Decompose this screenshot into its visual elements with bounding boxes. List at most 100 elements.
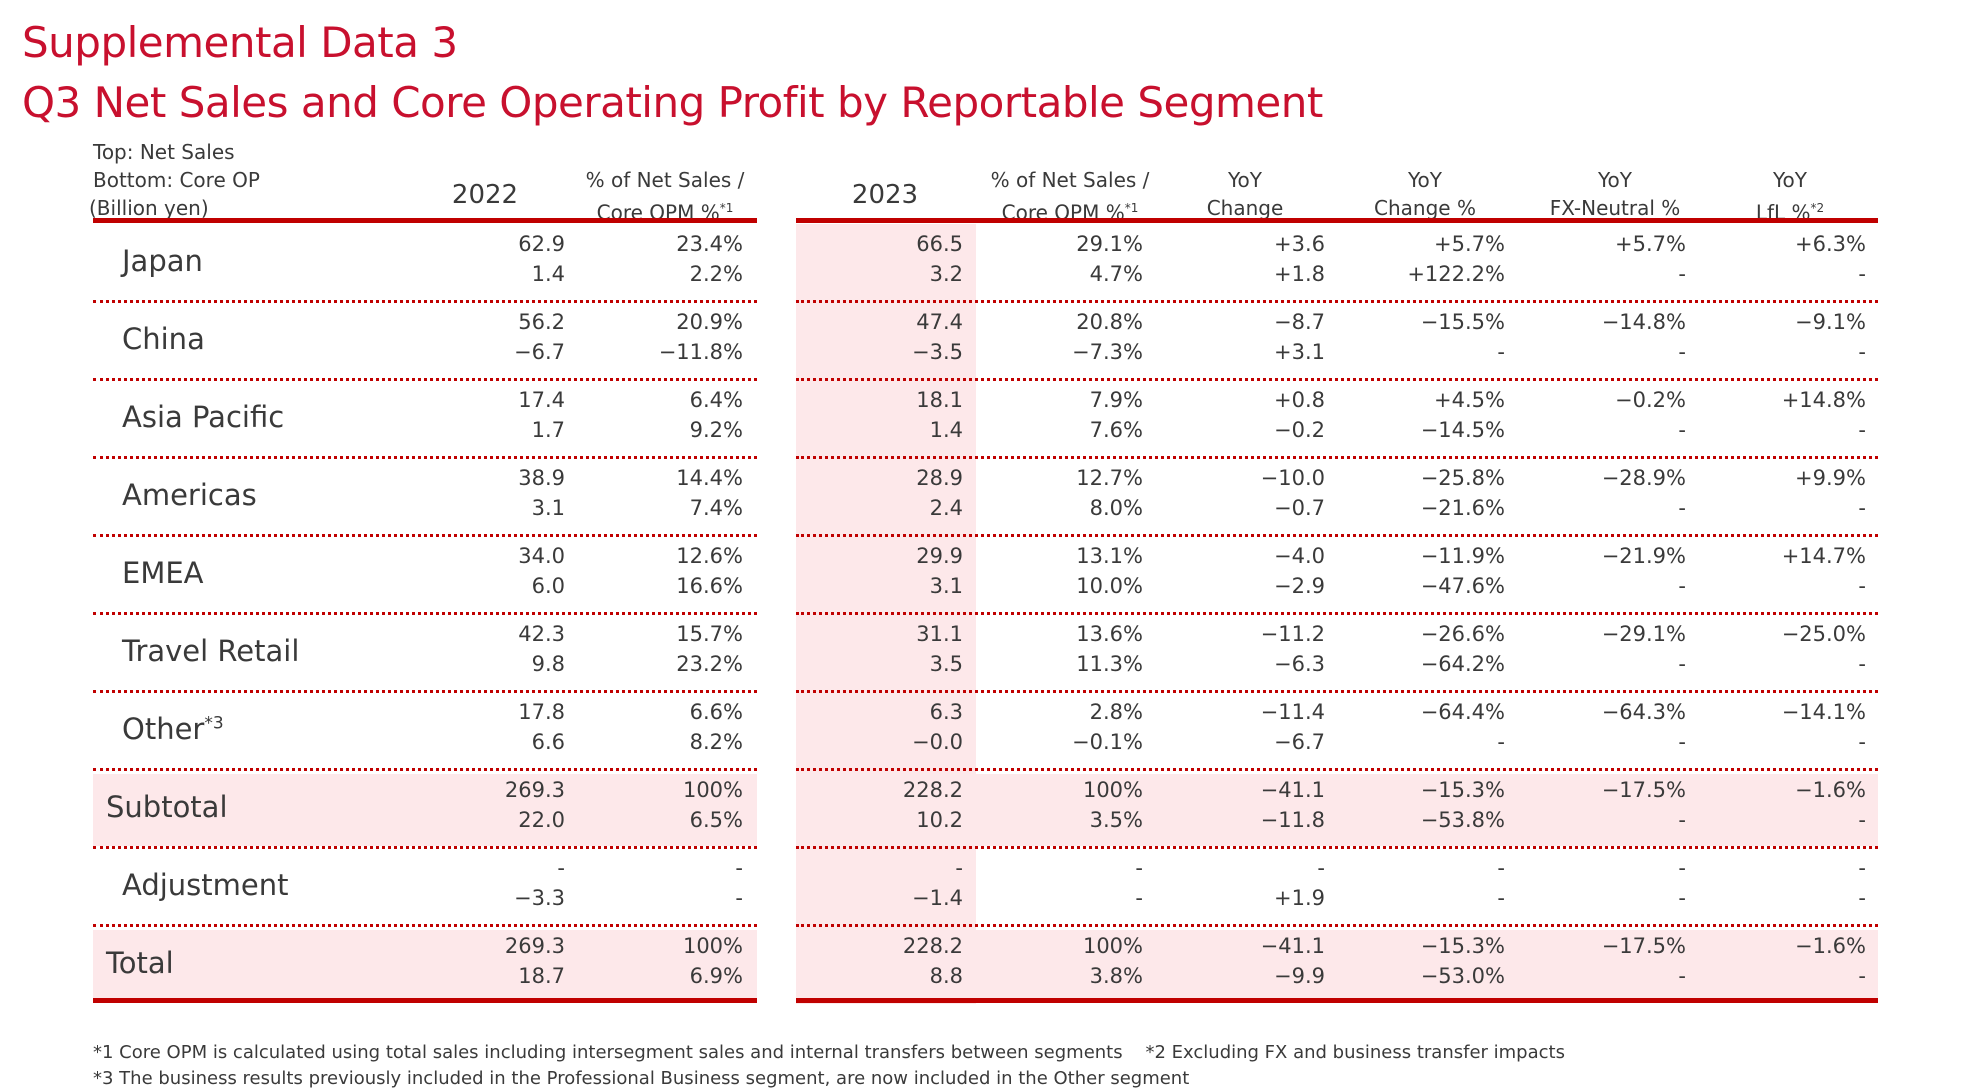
segment-name: Other*3 — [122, 712, 224, 746]
yoy-change-pct-core-op: −53.0% — [1420, 964, 1505, 988]
yoy-change-pct-core-op: −64.2% — [1420, 652, 1505, 676]
ns-2023-net-sales: 66.5 — [916, 232, 963, 256]
yoy-fx-neutral-core-op: - — [1678, 574, 1686, 598]
pct-2023-net-sales: - — [1135, 856, 1143, 880]
ns-2023-core-op: 10.2 — [916, 808, 963, 832]
yoy-change-pct-net-sales: −26.6% — [1420, 622, 1505, 646]
yoy-fx-neutral-core-op: - — [1678, 808, 1686, 832]
ns-2023-core-op: −0.0 — [912, 730, 963, 754]
yoy-fx-neutral-core-op: - — [1678, 496, 1686, 520]
pct-2022-core-op: 6.5% — [689, 808, 743, 832]
row-divider — [796, 534, 1878, 537]
pct-2023-core-op: 7.6% — [1089, 418, 1143, 442]
yoy-change-pct-core-op: +122.2% — [1407, 262, 1505, 286]
yoy-change-pct-net-sales: +4.5% — [1434, 388, 1505, 412]
yoy-fx-neutral-net-sales: −0.2% — [1615, 388, 1686, 412]
segment-name: Japan — [122, 244, 203, 278]
subtotal-row-highlight — [93, 774, 757, 846]
page-title: Supplemental Data 3 — [22, 18, 458, 67]
footnote-3: *3 The business results previously inclu… — [93, 1068, 1190, 1089]
row-divider — [93, 456, 757, 459]
row-divider — [93, 378, 757, 381]
yoy-change-pct-net-sales: +5.7% — [1434, 232, 1505, 256]
row-divider — [796, 690, 1878, 693]
segment-name: Asia Pacific — [122, 400, 285, 434]
pct-2022-net-sales: 6.4% — [689, 388, 743, 412]
pct-2023-core-op: 3.8% — [1089, 964, 1143, 988]
pct-2023-core-op: 4.7% — [1089, 262, 1143, 286]
pct-2023-net-sales: 2.8% — [1089, 700, 1143, 724]
ns-2023-net-sales: 6.3 — [929, 700, 963, 724]
yoy-change-core-op: +3.1 — [1274, 340, 1325, 364]
row-divider — [796, 456, 1878, 459]
yoy-change-net-sales: +3.6 — [1274, 232, 1325, 256]
yoy-fx-neutral-core-op: - — [1678, 340, 1686, 364]
yoy-fx-neutral-core-op: - — [1678, 652, 1686, 676]
ns-2022-net-sales: 56.2 — [518, 310, 565, 334]
yoy-change-pct-core-op: - — [1497, 340, 1505, 364]
ns-2022-net-sales: 38.9 — [518, 466, 565, 490]
ns-2023-core-op: 8.8 — [929, 964, 963, 988]
ns-2022-net-sales: 17.4 — [518, 388, 565, 412]
yoy-change-net-sales: −11.4 — [1260, 700, 1325, 724]
row-divider — [93, 924, 757, 927]
yoy-change-core-op: −2.9 — [1274, 574, 1325, 598]
pct-2022-net-sales: 15.7% — [676, 622, 743, 646]
pct-2022-net-sales: 100% — [682, 934, 743, 958]
yoy-lfl-net-sales: +9.9% — [1795, 466, 1866, 490]
yoy-fx-neutral-net-sales: −29.1% — [1601, 622, 1686, 646]
pct-2023-net-sales: 13.1% — [1076, 544, 1143, 568]
ns-2023-net-sales: 228.2 — [902, 934, 963, 958]
yoy-lfl-net-sales: +14.8% — [1781, 388, 1866, 412]
yoy-fx-neutral-net-sales: −28.9% — [1601, 466, 1686, 490]
page-subtitle: Q3 Net Sales and Core Operating Profit b… — [22, 78, 1323, 127]
ns-2022-net-sales: - — [557, 856, 565, 880]
yoy-fx-neutral-net-sales: +5.7% — [1615, 232, 1686, 256]
yoy-change-pct-net-sales: −15.3% — [1420, 934, 1505, 958]
yoy-fx-neutral-net-sales: −17.5% — [1601, 778, 1686, 802]
ns-2022-core-op: 9.8 — [531, 652, 565, 676]
pct-2022-core-op: 16.6% — [676, 574, 743, 598]
pct-2022-net-sales: 100% — [682, 778, 743, 802]
yoy-change-net-sales: −4.0 — [1274, 544, 1325, 568]
ns-2023-core-op: 3.5 — [929, 652, 963, 676]
pct-2022-net-sales: 23.4% — [676, 232, 743, 256]
ns-2022-core-op: 3.1 — [531, 496, 565, 520]
yoy-change-core-op: −11.8 — [1260, 808, 1325, 832]
pct-2022-net-sales: 12.6% — [676, 544, 743, 568]
row-divider — [796, 768, 1878, 771]
ns-2023-core-op: 2.4 — [929, 496, 963, 520]
table-legend: Top: Net Sales Bottom: Core OP (Billion … — [89, 138, 260, 222]
pct-2022-core-op: 2.2% — [689, 262, 743, 286]
yoy-change-core-op: −0.7 — [1274, 496, 1325, 520]
yoy-change-core-op: −9.9 — [1274, 964, 1325, 988]
footnote-1: *1 Core OPM is calculated using total sa… — [93, 1042, 1565, 1063]
ns-2022-net-sales: 17.8 — [518, 700, 565, 724]
yoy-change-core-op: +1.9 — [1274, 886, 1325, 910]
yoy-fx-neutral-net-sales: −14.8% — [1601, 310, 1686, 334]
yoy-change-pct-net-sales: - — [1497, 856, 1505, 880]
ns-2022-net-sales: 62.9 — [518, 232, 565, 256]
pct-2022-core-op: - — [735, 886, 743, 910]
pct-2023-net-sales: 100% — [1082, 778, 1143, 802]
pct-2023-core-op: 8.0% — [1089, 496, 1143, 520]
row-divider — [93, 612, 757, 615]
pct-2022-core-op: 9.2% — [689, 418, 743, 442]
legend-bottom: Bottom: Core OP — [93, 168, 260, 192]
yoy-fx-neutral-net-sales: −64.3% — [1601, 700, 1686, 724]
yoy-change-net-sales: - — [1317, 856, 1325, 880]
ns-2023-net-sales: 28.9 — [916, 466, 963, 490]
ns-2022-core-op: 1.7 — [531, 418, 565, 442]
ns-2022-core-op: 6.6 — [531, 730, 565, 754]
pct-2022-core-op: 7.4% — [689, 496, 743, 520]
ns-2022-core-op: −3.3 — [514, 886, 565, 910]
ns-2022-net-sales: 269.3 — [504, 778, 565, 802]
yoy-lfl-core-op: - — [1858, 418, 1866, 442]
segment-name: China — [122, 322, 205, 356]
yoy-change-pct-net-sales: −64.4% — [1420, 700, 1505, 724]
yoy-change-pct-core-op: −53.8% — [1420, 808, 1505, 832]
yoy-fx-neutral-net-sales: −21.9% — [1601, 544, 1686, 568]
yoy-change-pct-core-op: - — [1497, 886, 1505, 910]
yoy-lfl-core-op: - — [1858, 886, 1866, 910]
yoy-change-pct-core-op: −14.5% — [1420, 418, 1505, 442]
